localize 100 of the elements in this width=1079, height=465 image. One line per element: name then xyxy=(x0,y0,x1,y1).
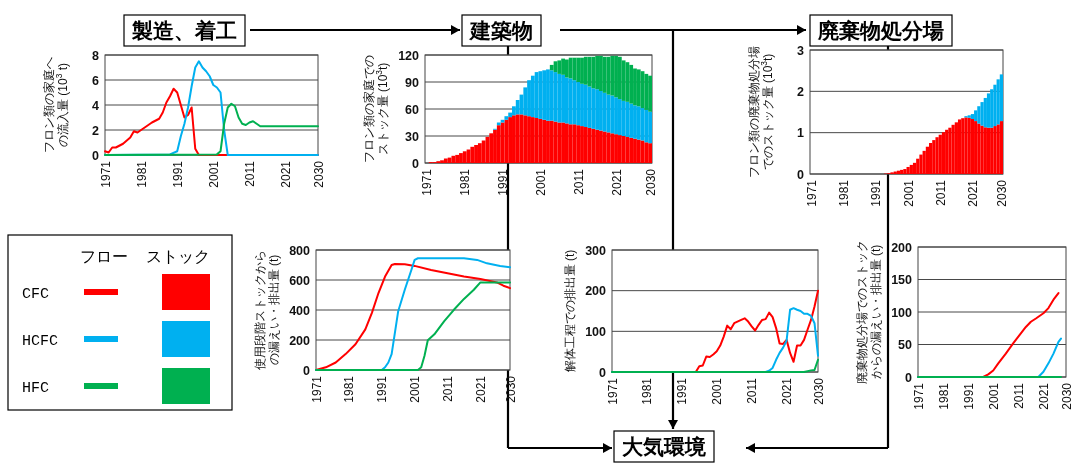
bar xyxy=(595,55,600,90)
y-tick-label: 100 xyxy=(585,324,607,339)
bar xyxy=(583,127,588,163)
x-tick-label: 2021 xyxy=(609,168,624,196)
x-tick-label: 2030 xyxy=(1059,382,1074,410)
bar xyxy=(583,56,588,85)
bar xyxy=(614,55,618,98)
text: フロー xyxy=(80,248,128,265)
bar xyxy=(530,75,535,118)
x-tick-label: 1981 xyxy=(342,375,357,403)
y-tick-label: 1 xyxy=(797,126,805,141)
bar xyxy=(568,57,573,79)
y-axis-title: 使用段階ストックからの漏えい・排出量 (t) xyxy=(253,250,281,370)
x-tick-label: 1981 xyxy=(134,160,149,188)
x-tick-label: 1991 xyxy=(496,168,511,196)
x-tick-label: 1991 xyxy=(869,179,884,207)
y-tick-label: 2 xyxy=(92,123,100,138)
bar xyxy=(906,166,910,174)
bar xyxy=(983,127,987,174)
bar xyxy=(948,127,952,174)
bar xyxy=(451,155,456,163)
x-tick-label: 2001 xyxy=(533,168,548,196)
bar xyxy=(903,169,907,174)
y-tick-label: 0 xyxy=(599,365,607,380)
bar xyxy=(568,124,573,163)
y-tick-label: 3 xyxy=(797,43,805,58)
bar xyxy=(644,73,649,110)
bar xyxy=(512,115,516,163)
bar xyxy=(534,72,539,118)
bar xyxy=(970,114,975,120)
bar xyxy=(470,146,475,163)
bar xyxy=(648,111,652,144)
bar xyxy=(534,118,539,163)
bar xyxy=(591,88,596,129)
bar xyxy=(568,78,573,125)
bar xyxy=(595,129,600,163)
bar xyxy=(993,126,997,174)
bar xyxy=(583,84,588,127)
text: 建築物 xyxy=(468,19,533,42)
x-tick-label: 1971 xyxy=(911,382,926,410)
x-tick-label: 2021 xyxy=(473,375,488,403)
y-tick-label: 150 xyxy=(891,273,913,287)
bar xyxy=(990,89,994,128)
bar xyxy=(508,117,513,163)
bar xyxy=(621,60,626,101)
bar xyxy=(599,91,603,131)
x-tick-label: 1981 xyxy=(936,382,951,410)
bar xyxy=(599,55,603,91)
bar xyxy=(576,57,581,82)
bar xyxy=(986,93,991,128)
bar xyxy=(455,154,460,163)
x-tick-label: 1981 xyxy=(640,377,655,405)
bar xyxy=(900,169,904,174)
bar xyxy=(557,60,562,74)
bar xyxy=(602,131,607,163)
y-tick-label: 200 xyxy=(891,240,913,255)
bar xyxy=(610,95,615,134)
bar xyxy=(530,117,535,163)
y-tick-label: 120 xyxy=(398,48,420,63)
bar xyxy=(564,77,569,124)
bar xyxy=(951,124,955,174)
x-tick-label: 2021 xyxy=(1036,382,1051,410)
bar xyxy=(504,116,509,120)
bar xyxy=(515,114,520,163)
bar xyxy=(957,119,962,174)
y-tick-label: 30 xyxy=(405,129,420,144)
bar xyxy=(644,142,649,163)
bar xyxy=(938,134,942,174)
bar xyxy=(970,119,975,174)
bar xyxy=(990,127,994,174)
bar xyxy=(549,120,554,163)
x-tick-label: 2001 xyxy=(710,377,725,405)
bar xyxy=(636,106,641,140)
x-tick-label: 2001 xyxy=(986,382,1001,410)
x-tick-label: 1991 xyxy=(675,377,690,405)
y-tick-label: 800 xyxy=(289,243,311,258)
bar xyxy=(629,103,634,138)
x-tick-label: 2030 xyxy=(811,377,826,405)
x-tick-label: 1991 xyxy=(961,382,976,410)
bar xyxy=(527,116,531,163)
y-tick-label: 200 xyxy=(289,333,311,348)
y-axis-title: 廃棄物処分場でのストックからの漏えい・排出量 (t) xyxy=(855,240,883,384)
bar xyxy=(489,133,494,163)
y-tick-label: 0 xyxy=(303,363,311,378)
bar xyxy=(610,133,615,163)
bar xyxy=(614,97,618,135)
line-series xyxy=(104,102,319,156)
bar xyxy=(564,59,569,78)
bar xyxy=(935,137,939,174)
bar xyxy=(916,158,920,174)
x-tick-label: 2011 xyxy=(441,375,456,402)
x-tick-label: 2001 xyxy=(206,160,221,188)
bar xyxy=(500,119,505,123)
bar xyxy=(576,125,581,163)
bar xyxy=(912,162,917,174)
y-tick-label: 8 xyxy=(92,48,100,63)
x-tick-label: 2030 xyxy=(503,375,518,403)
bar xyxy=(999,74,1003,122)
bar xyxy=(980,125,984,174)
bar xyxy=(986,127,991,174)
